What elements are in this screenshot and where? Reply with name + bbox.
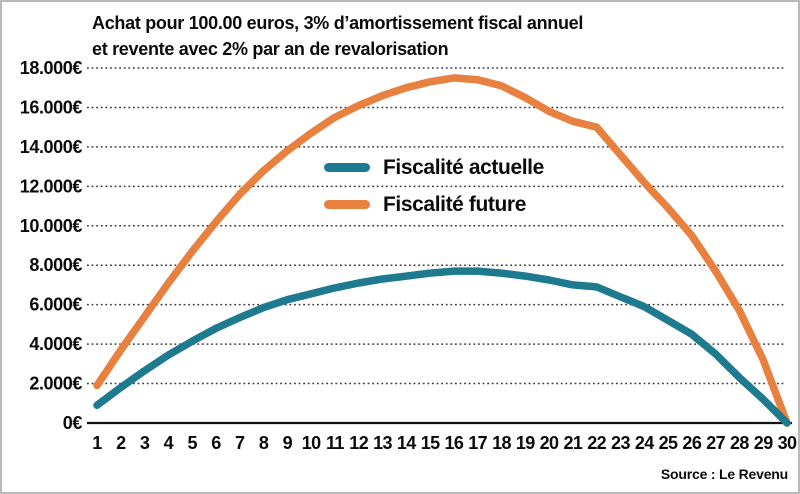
y-tick-label: 12.000€: [20, 176, 83, 196]
x-tick-label: 30: [778, 433, 797, 453]
x-tick-label: 29: [754, 433, 773, 453]
legend-item-actuelle: Fiscalité actuelle: [324, 154, 544, 181]
x-tick-label: 10: [302, 433, 321, 453]
x-tick-label: 23: [611, 433, 630, 453]
x-tick-label: 9: [283, 433, 293, 453]
x-tick-label: 21: [563, 433, 582, 453]
y-tick-label: 14.000€: [20, 137, 83, 157]
x-tick-label: 24: [635, 433, 654, 453]
x-tick-label: 18: [492, 433, 511, 453]
y-tick-label: 18.000€: [20, 58, 83, 78]
x-tick-label: 11: [326, 433, 344, 453]
x-tick-label: 27: [706, 433, 725, 453]
x-tick-label: 1: [92, 433, 102, 453]
legend-label-actuelle: Fiscalité actuelle: [383, 155, 544, 179]
y-tick-label: 10.000€: [20, 216, 83, 236]
legend-swatch-future-icon: [324, 200, 370, 209]
chart-title-line2: et revente avec 2% par an de revalorisat…: [92, 39, 449, 59]
x-tick-label: 26: [682, 433, 701, 453]
y-tick-label: 2.000€: [29, 374, 82, 394]
x-tick-label: 15: [421, 433, 440, 453]
x-tick-label: 3: [140, 433, 150, 453]
y-tick-label: 0€: [63, 413, 83, 433]
legend-swatch-actuelle-icon: [324, 163, 370, 172]
x-tick-label: 5: [187, 433, 197, 453]
legend-label-future: Fiscalité future: [383, 192, 526, 216]
x-tick-label: 22: [587, 433, 606, 453]
x-tick-label: 28: [730, 433, 749, 453]
y-tick-label: 16.000€: [20, 97, 83, 117]
series-line-fiscalite-actuelle: [93, 267, 791, 427]
chart-title: Achat pour 100.00 euros, 3% d’amortissem…: [92, 10, 712, 62]
x-tick-label: 4: [164, 433, 174, 453]
legend-item-future: Fiscalité future: [324, 191, 544, 218]
x-tick-label: 13: [373, 433, 392, 453]
x-tick-label: 7: [235, 433, 245, 453]
x-tick-label: 17: [468, 433, 487, 453]
y-tick-label: 4.000€: [29, 334, 82, 354]
legend: Fiscalité actuelle Fiscalité future: [324, 154, 544, 228]
series-line-fiscalite-future: [93, 74, 791, 427]
x-tick-label: 16: [444, 433, 463, 453]
y-tick-label: 6.000€: [29, 295, 82, 315]
chart-title-line1: Achat pour 100.00 euros, 3% d’amortissem…: [92, 13, 584, 33]
x-tick-label: 8: [259, 433, 269, 453]
x-tick-label: 2: [116, 433, 126, 453]
y-tick-label: 8.000€: [29, 255, 82, 275]
source-credit: Source : Le Revenu: [660, 466, 788, 482]
x-tick-label: 19: [516, 433, 535, 453]
x-tick-label: 20: [540, 433, 559, 453]
x-tick-label: 6: [211, 433, 221, 453]
x-tick-label: 14: [397, 433, 416, 453]
x-tick-label: 12: [349, 433, 368, 453]
x-tick-label: 25: [659, 433, 678, 453]
